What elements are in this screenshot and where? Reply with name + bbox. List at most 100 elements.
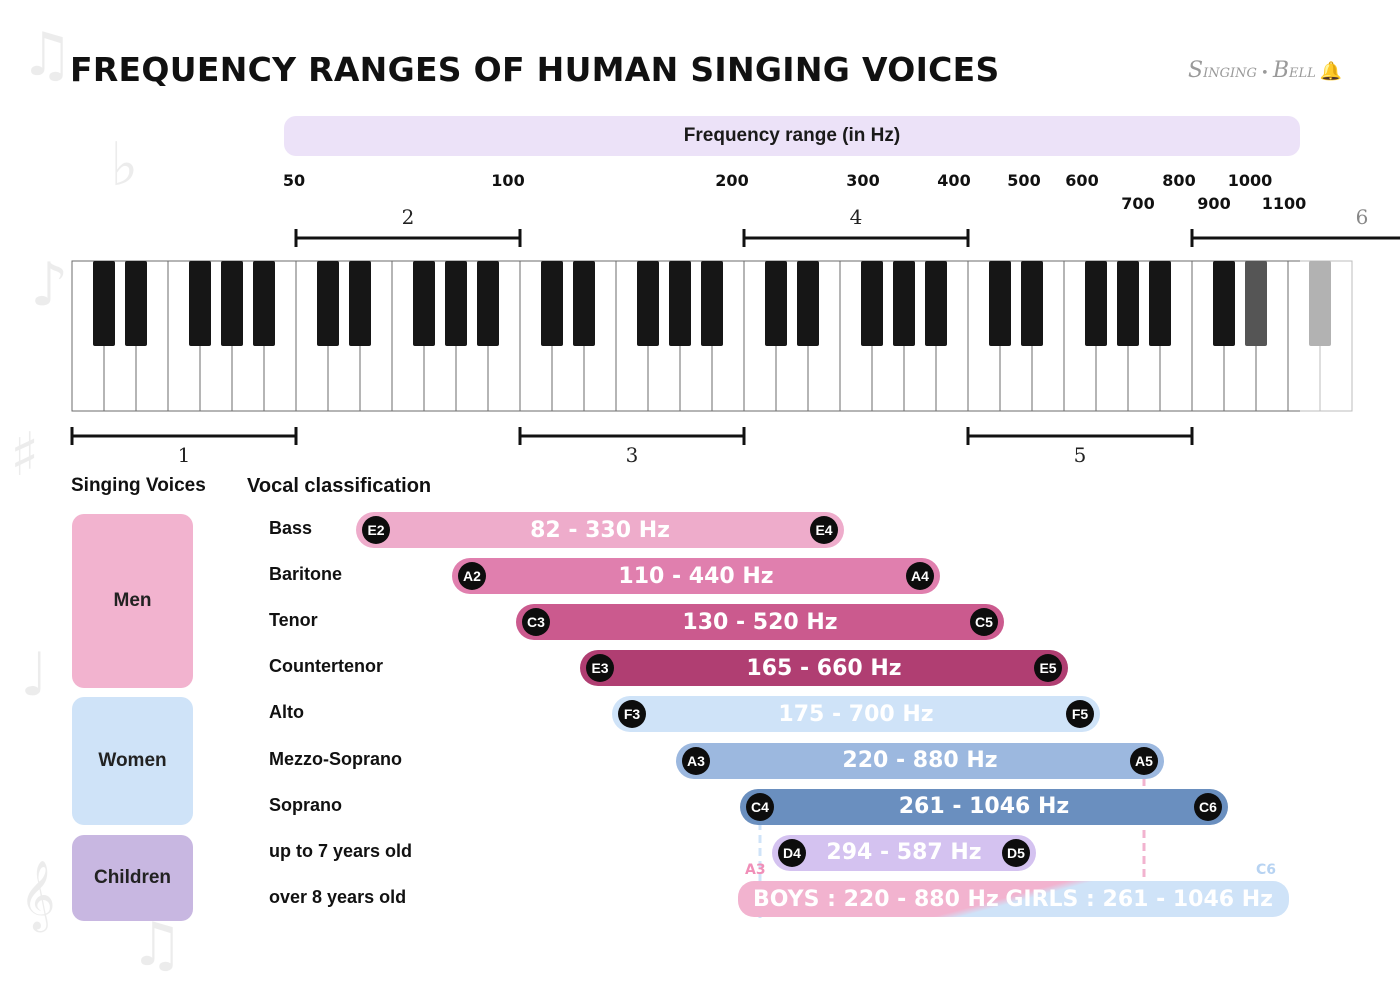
voice-range-bar: 110 - 440 Hz A2 A4 — [452, 558, 940, 595]
frequency-axis-label: Frequency range (in Hz) — [284, 116, 1300, 156]
black-key — [765, 261, 787, 346]
black-key — [1213, 261, 1235, 346]
black-key — [125, 261, 147, 346]
high-note-badge: A4 — [906, 562, 934, 591]
voice-label: Tenor — [269, 610, 318, 631]
black-key — [253, 261, 275, 346]
black-key — [477, 261, 499, 346]
girls-range-label: GIRLS : 261 - 1046 Hz — [1005, 886, 1273, 912]
octave-number-label: 4 — [850, 205, 863, 229]
low-note-badge: C3 — [522, 608, 550, 637]
frequency-tick-label: 500 — [1007, 171, 1041, 190]
voice-range-label: 175 - 700 Hz — [778, 701, 934, 727]
voice-label: Mezzo-Soprano — [269, 748, 402, 769]
low-note-badge: F3 — [618, 700, 646, 729]
voice-range-label: 261 - 1046 Hz — [898, 794, 1070, 820]
singingbell-logo: SINGING • BELL 🔔 — [1188, 58, 1343, 83]
high-note-badge: D5 — [1002, 838, 1030, 867]
voice-range-bar: 175 - 700 Hz F3 F5 — [612, 696, 1100, 733]
black-key — [573, 261, 595, 346]
voice-group-women: Women — [72, 697, 193, 825]
high-note-badge: E4 — [810, 516, 838, 544]
girls-high-note-label: C6 — [1256, 862, 1277, 878]
black-key — [701, 261, 723, 346]
frequency-tick-label: 400 — [937, 171, 971, 190]
black-key — [189, 261, 211, 346]
high-note-badge: A5 — [1130, 746, 1158, 775]
voice-label: up to 7 years old — [269, 840, 413, 861]
high-note-badge: C6 — [1194, 792, 1222, 821]
voice-range-bar: 165 - 660 Hz E3 E5 — [580, 650, 1068, 687]
black-key — [541, 261, 563, 346]
high-note-badge: F5 — [1066, 700, 1094, 729]
frequency-tick-label: 200 — [715, 171, 749, 190]
high-note-badge: E5 — [1034, 654, 1062, 683]
black-key — [349, 261, 371, 346]
boys-low-note-label: A3 — [745, 862, 766, 878]
voice-label-over8: over 8 years old — [269, 887, 407, 907]
logo-text: B — [1272, 58, 1289, 83]
voice-range-bar: 220 - 880 Hz A3 A5 — [676, 742, 1164, 779]
frequency-tick-label: 700 — [1121, 194, 1155, 213]
voice-range-label: 294 - 587 Hz — [826, 840, 982, 866]
voice-group-children: Children — [72, 835, 193, 921]
low-note-badge: E3 — [586, 654, 614, 683]
low-note-badge: A2 — [458, 562, 486, 591]
black-key — [1149, 261, 1171, 346]
frequency-tick-label: 600 — [1065, 171, 1099, 190]
octave-number-label: 5 — [1074, 443, 1087, 467]
logo-text: ELL — [1288, 66, 1316, 81]
voice-range-label: 110 - 440 Hz — [618, 563, 774, 589]
black-key — [1085, 261, 1107, 346]
frequency-tick-label: 1100 — [1261, 194, 1307, 213]
frequency-tick-label: 800 — [1162, 171, 1196, 190]
voice-range-bar: 82 - 330 Hz E2 E4 — [356, 512, 844, 548]
voice-range-label: 130 - 520 Hz — [682, 609, 838, 635]
frequency-tick-label: 1000 — [1227, 171, 1273, 190]
frequency-tick-label: 100 — [491, 171, 525, 190]
black-key — [93, 261, 115, 346]
octave-number-label: 6 — [1356, 205, 1369, 229]
black-key — [445, 261, 467, 346]
black-key — [861, 261, 883, 346]
black-key — [989, 261, 1011, 346]
black-key — [925, 261, 947, 346]
black-key — [221, 261, 243, 346]
black-key — [1245, 261, 1267, 346]
voice-range-label: 165 - 660 Hz — [746, 655, 902, 681]
voice-range-bar: 294 - 587 Hz D4 D5 — [772, 834, 1036, 871]
frequency-tick-label: 300 — [846, 171, 880, 190]
black-key — [637, 261, 659, 346]
voice-range-label: 82 - 330 Hz — [530, 517, 670, 543]
black-key — [1117, 261, 1139, 346]
octave-number-label: 2 — [402, 205, 415, 229]
bell-icon: 🔔 — [1319, 61, 1343, 82]
black-key — [317, 261, 339, 346]
black-key — [893, 261, 915, 346]
voice-range-label: 220 - 880 Hz — [842, 748, 998, 773]
voice-range-bar: 130 - 520 Hz C3 C5 — [516, 604, 1004, 641]
black-key — [669, 261, 691, 346]
octave-number-label: 1 — [178, 443, 191, 467]
keyboard-fade — [1300, 259, 1400, 415]
black-key — [413, 261, 435, 346]
voice-label: Alto — [269, 702, 304, 723]
black-key — [1021, 261, 1043, 346]
voice-label: Soprano — [269, 794, 343, 815]
low-note-badge: C4 — [746, 792, 774, 821]
octave-number-label: 3 — [626, 443, 639, 467]
over8-range-bar: BOYS : 220 - 880 Hz GIRLS : 261 - 1046 H… — [738, 881, 1289, 917]
low-note-badge: E2 — [362, 516, 390, 544]
voice-label: Bass — [269, 518, 313, 538]
logo-text: S — [1188, 58, 1204, 83]
low-note-badge: A3 — [682, 746, 710, 775]
voice-group-men: Men — [72, 514, 193, 688]
low-note-badge: D4 — [778, 838, 806, 867]
black-key — [797, 261, 819, 346]
frequency-tick-label: 900 — [1197, 194, 1231, 213]
voice-range-bar: 261 - 1046 Hz C4 C6 — [740, 788, 1228, 825]
voice-label: Countertenor — [269, 656, 383, 677]
boys-range-label: BOYS : 220 - 880 Hz — [753, 886, 999, 912]
vocal-classification-heading: Vocal classification — [247, 475, 432, 497]
